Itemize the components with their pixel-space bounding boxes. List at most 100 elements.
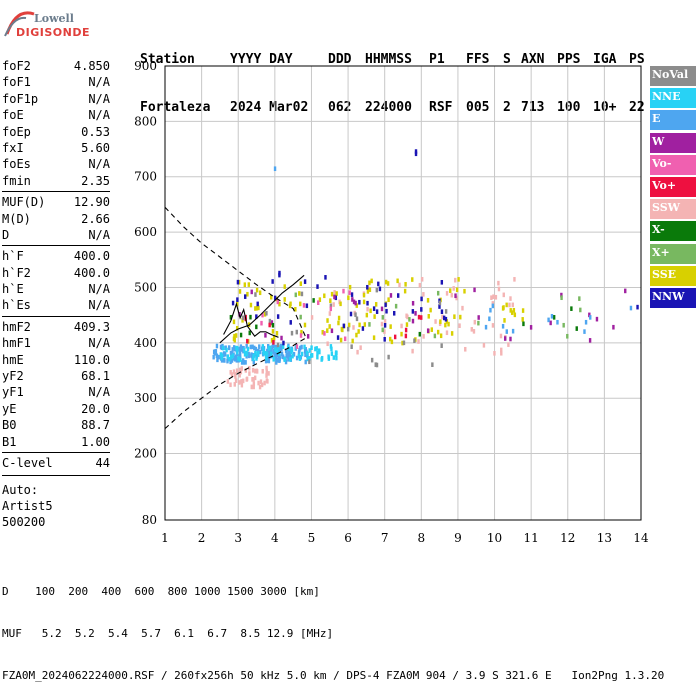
param-group-divider [2,451,110,453]
header-value-4: RSF [429,100,453,115]
y-tick-label: 600 [134,225,157,239]
echo-point [295,329,298,335]
echo-point [265,310,268,316]
param-name: yF2 [2,369,24,384]
echo-point [472,329,476,334]
echo-point [239,357,242,362]
echo-point [417,314,421,320]
echo-point [375,287,379,293]
echo-point [333,290,336,295]
echo-point [272,340,275,345]
echo-point [246,291,249,297]
param-value: N/A [88,91,110,106]
echo-point [276,342,280,348]
echo-point [560,292,563,298]
echo-point [250,352,253,357]
echo-point [363,322,367,327]
echo-point [413,338,416,344]
echo-point [240,366,244,371]
echo-point [588,312,591,318]
echo-point [414,311,417,316]
echo-point [242,378,245,384]
param-group-divider [2,315,110,317]
echo-point [522,321,525,327]
echo-point [393,334,397,340]
echo-point [383,329,386,334]
echo-point [216,357,219,363]
echo-point [253,375,257,381]
scaled-parameters-panel: foF2 4.850 foF1 N/A foF1p N/A foE N/A foEp 0.53 fx… [2,58,110,530]
echo-point [450,331,454,336]
echo-point [521,317,524,322]
echo-point [232,345,236,350]
autoscaling-info: Auto: Artist5 500200 [2,482,110,530]
echo-point [305,303,309,309]
echo-point [384,302,387,308]
echo-point [372,306,376,311]
echo-point [300,329,303,335]
echo-point [352,325,355,330]
echo-point [431,362,434,367]
echo-point [380,321,384,327]
echo-point [252,381,256,387]
echo-point [510,310,514,315]
echo-point [482,342,486,348]
echo-point [426,297,430,303]
x-tick-label: 1 [161,531,169,545]
echo-point [408,317,411,322]
echo-point [238,380,241,385]
param-name: foF2 [2,59,31,73]
echo-point [426,328,430,334]
echo-point [265,365,268,371]
echo-point [276,348,279,354]
echo-point [264,332,267,338]
echo-point [229,314,233,320]
echo-point [374,362,377,367]
echo-point [265,378,269,383]
param-value: N/A [88,227,110,242]
echo-point [287,354,290,359]
echo-point [454,277,457,283]
echo-point [245,377,248,382]
echo-point [629,305,633,311]
echo-point [499,333,503,339]
echo-point [234,333,238,338]
legend-item-vo: Vo- [650,154,696,175]
profile-lower-curve [164,337,307,430]
echo-point [249,314,252,320]
echo-point [427,314,430,319]
param-name: foF1p [2,91,39,106]
y-tick-label: 700 [134,170,157,184]
echo-point [396,293,400,298]
echo-point [214,349,218,354]
autoscaling-line: Auto: [2,483,39,498]
echo-point [278,351,281,356]
echo-point [316,284,319,289]
echo-point [289,320,292,325]
echo-point [290,347,294,353]
echo-point [411,309,415,314]
echo-point [235,301,239,307]
echo-point [433,333,437,339]
echo-point [404,282,407,287]
echo-point [330,291,334,297]
echo-point [236,345,239,351]
param-value: 68.1 [81,369,110,384]
echo-point [335,291,338,296]
header-label-9: IGA [593,52,617,67]
param-name: hmF1 [2,336,31,351]
param-value: 88.7 [81,418,110,433]
param-row: hmE 110.0 [2,352,110,368]
echo-point [227,345,231,350]
echo-point [263,380,266,386]
echo-point [306,353,309,359]
echo-point [488,316,491,322]
param-row: D N/A [2,227,110,243]
echo-point [411,277,414,282]
echo-point [266,348,269,354]
header-label-3: HHMMSS [365,52,412,67]
echo-point [233,382,236,387]
echo-point [484,324,488,330]
echo-point [356,349,359,355]
echo-point [244,368,248,373]
